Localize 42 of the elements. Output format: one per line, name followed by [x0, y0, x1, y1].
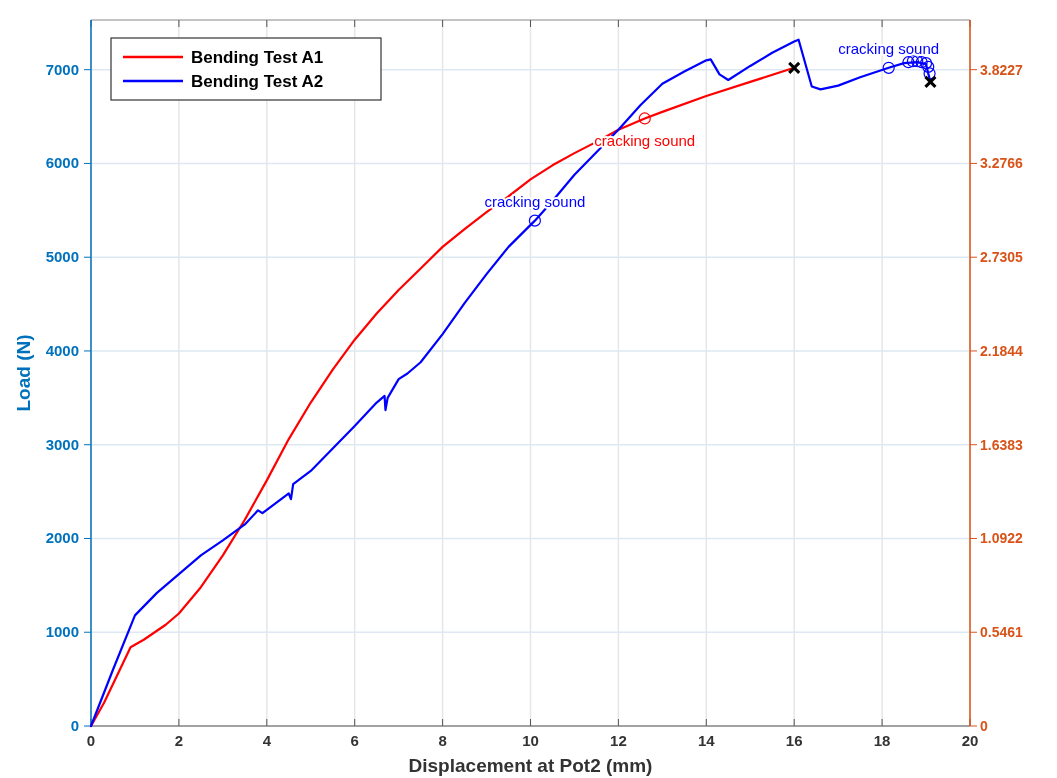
- x-tick-label: 20: [961, 732, 979, 749]
- point: [911, 55, 924, 68]
- y-tick-label: 2000: [45, 529, 79, 547]
- x-tick-label: 12: [610, 732, 627, 749]
- y-tick-label: 5000: [45, 248, 79, 266]
- y2-tick-label: 0.5461: [980, 624, 1024, 641]
- point: [787, 61, 801, 75]
- y2-tick-label: 2.7305: [980, 249, 1024, 266]
- y2-tick-label: 2.1844: [980, 342, 1024, 359]
- x-tick-label: 14: [697, 732, 716, 749]
- y-tick-label: 6000: [45, 154, 79, 172]
- y-tick-label: 0: [70, 717, 79, 734]
- legend-label: Bending Test A2: [191, 72, 324, 91]
- point: [528, 214, 541, 227]
- x-tick-label: 10: [522, 732, 539, 749]
- y-axis-title: Load (N): [13, 334, 34, 412]
- legend-label: Bending Test A1: [191, 48, 324, 67]
- annotation: cracking sound: [838, 39, 940, 57]
- x-tick-label: 2: [174, 732, 184, 749]
- x-tick-label: 16: [785, 732, 803, 749]
- x-tick-label: 6: [350, 732, 359, 749]
- point: [882, 61, 895, 74]
- point: [902, 56, 915, 69]
- y-tick-label: 7000: [45, 60, 79, 78]
- point: [923, 75, 937, 89]
- x-tick-label: 8: [438, 732, 447, 749]
- y-tick-label: 4000: [45, 341, 79, 359]
- y-tick-label: 1000: [45, 623, 79, 641]
- y2-tick-label: 1.0922: [980, 530, 1024, 547]
- y2-tick-label: 3.8227: [980, 61, 1024, 78]
- point: [915, 56, 928, 69]
- point: [906, 55, 919, 68]
- point: [923, 67, 936, 80]
- y2-tick-label: 3.2766: [980, 155, 1024, 172]
- x-tick-label: 18: [873, 732, 891, 749]
- x-tick-label: 0: [86, 732, 96, 749]
- point: [638, 112, 651, 125]
- y2-tick-label: 1.6383: [980, 436, 1024, 453]
- y2-tick-label: 0: [980, 718, 988, 734]
- x-axis-title: Displacement at Pot2 (mm): [408, 755, 653, 776]
- y-tick-label: 3000: [45, 435, 79, 453]
- x-tick-label: 4: [262, 732, 272, 749]
